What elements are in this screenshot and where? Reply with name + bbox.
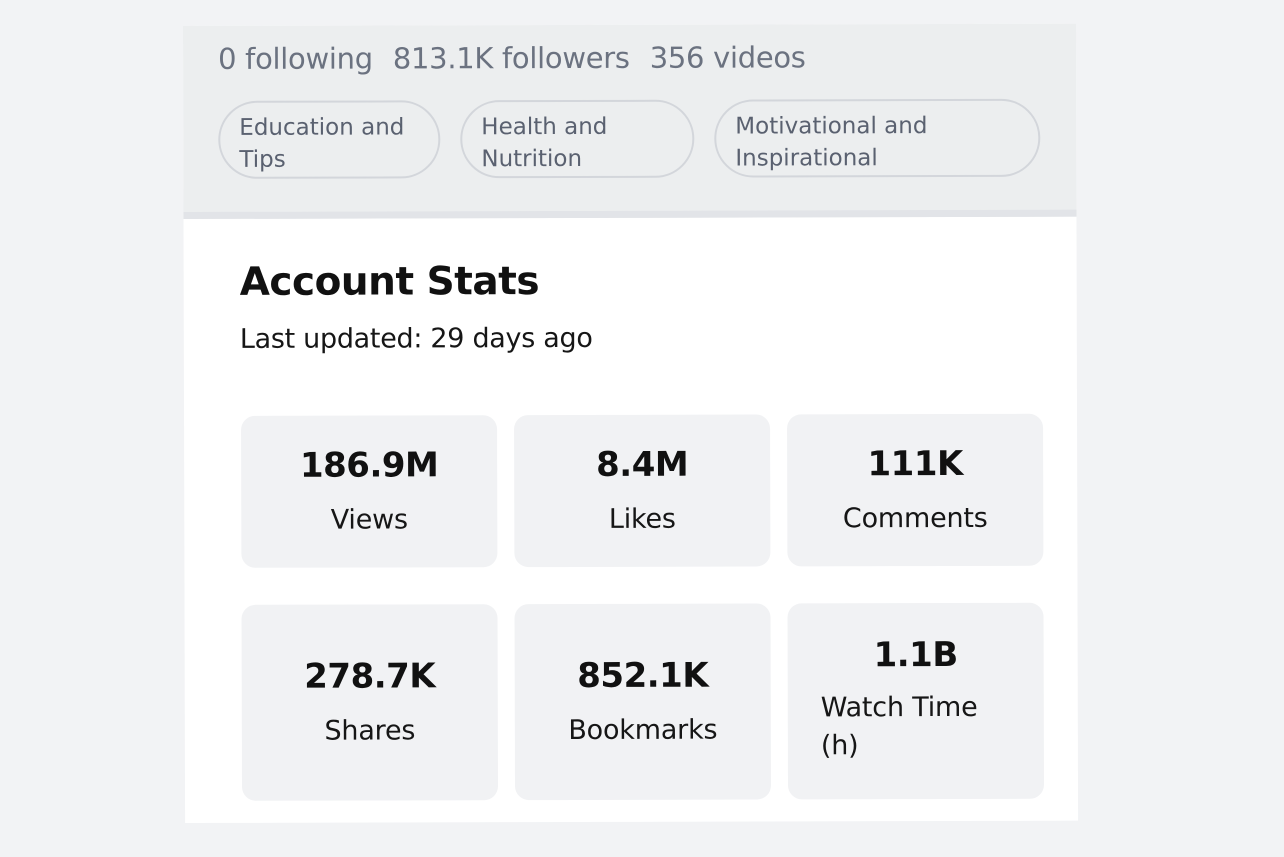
stat-label: Comments (842, 502, 988, 535)
tag-education-and-tips[interactable]: Education and Tips (218, 100, 441, 179)
stat-label: Bookmarks (568, 714, 718, 746)
stat-tile-likes: 8.4M Likes (514, 414, 771, 568)
videos-count: 356 videos (649, 40, 806, 75)
profile-counts: 0 following 813.1K followers 356 videos (218, 40, 806, 76)
stat-value: 8.4M (596, 444, 689, 485)
stat-tile-comments: 111K Comments (787, 413, 1044, 567)
stat-value: 278.7K (304, 656, 436, 697)
profile-header: 0 following 813.1K followers 356 videos … (183, 23, 1077, 219)
last-updated-text: Last updated: 29 days ago (239, 322, 593, 355)
tag-health-and-nutrition[interactable]: Health and Nutrition (460, 99, 695, 179)
stat-value: 186.9M (299, 445, 439, 486)
stat-label: Shares (324, 715, 416, 747)
followers-count[interactable]: 813.1K followers (392, 40, 630, 76)
following-count[interactable]: 0 following (218, 41, 373, 76)
stat-label: Watch Time (h) (820, 691, 978, 762)
profile-card: 0 following 813.1K followers 356 videos … (183, 23, 1079, 823)
category-tags: Education and Tips Health and Nutrition … (218, 98, 1041, 179)
stat-tile-shares: 278.7K Shares (241, 604, 499, 801)
account-stats-title: Account Stats (239, 259, 540, 305)
stat-tile-views: 186.9M Views (241, 415, 498, 568)
stat-tile-bookmarks: 852.1K Bookmarks (514, 603, 772, 801)
stat-value: 1.1B (873, 634, 958, 676)
stat-label: Views (330, 504, 408, 536)
stat-value: 852.1K (577, 655, 709, 696)
stat-value: 111K (867, 443, 963, 485)
tag-motivational-and-inspirational[interactable]: Motivational and Inspirational (714, 98, 1041, 178)
stats-grid: 186.9M Views 8.4M Likes 111K Comments 27… (241, 413, 1045, 801)
stat-label: Likes (608, 503, 676, 535)
stat-tile-watch-time: 1.1B Watch Time (h) (787, 602, 1045, 800)
